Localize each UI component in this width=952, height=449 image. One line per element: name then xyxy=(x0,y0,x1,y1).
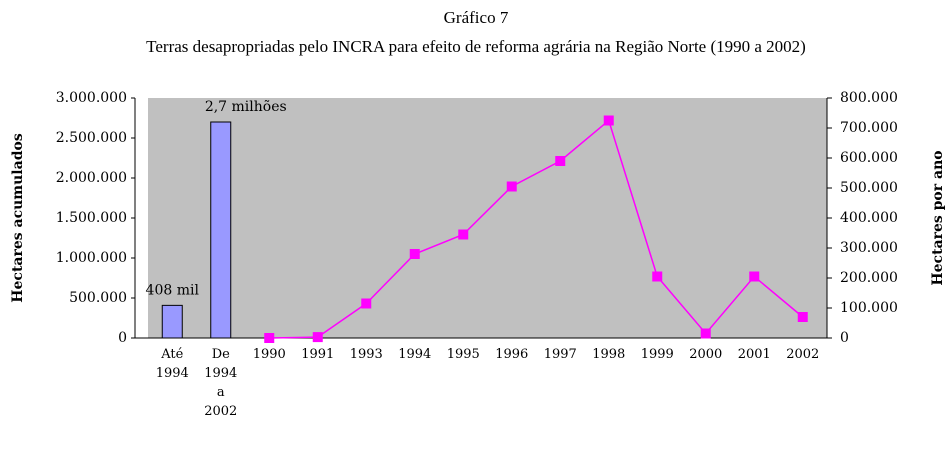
y-tick-label: 500.000 xyxy=(69,290,127,306)
marker xyxy=(749,271,760,282)
y2-tick-label: 0 xyxy=(840,330,849,346)
y2-tick-label: 600.000 xyxy=(840,150,898,166)
y2-tick-label: 100.000 xyxy=(840,300,898,316)
y2-axis-title: Hectares por ano xyxy=(930,150,946,285)
y-tick-label: 3.000.000 xyxy=(56,90,127,106)
x-tick-label: De 1994 a 2002 xyxy=(204,347,238,419)
y2-tick-label: 700.000 xyxy=(840,120,898,136)
bar xyxy=(161,304,183,339)
x-tick-label: 2001 xyxy=(737,347,771,362)
marker xyxy=(458,229,469,240)
marker xyxy=(700,328,711,339)
x-tick-label: 1996 xyxy=(495,347,529,362)
y2-tick-label: 300.000 xyxy=(840,240,898,256)
bar xyxy=(210,121,232,339)
y2-tick-label: 400.000 xyxy=(840,210,898,226)
data-label: 408 mil xyxy=(146,282,200,298)
x-tick-label: 1998 xyxy=(592,347,626,362)
plot-area xyxy=(148,98,827,338)
marker xyxy=(361,298,372,309)
y-tick-label: 2.000.000 xyxy=(56,170,127,186)
line xyxy=(269,119,804,339)
x-tick-label: 1991 xyxy=(301,347,335,362)
y-tick-label: 1.500.000 xyxy=(56,210,127,226)
y-axis-title: Hectares acumulados xyxy=(10,133,26,303)
x-tick-label: 1990 xyxy=(252,347,286,362)
x-tick-label: 1995 xyxy=(446,347,480,362)
y-tick-label: 2.500.000 xyxy=(56,130,127,146)
x-tick-label: Até 1994 xyxy=(155,347,189,381)
x-tick-label: 2000 xyxy=(689,347,723,362)
chart-subtitle: Terras desapropriadas pelo INCRA para ef… xyxy=(146,37,806,56)
marker xyxy=(652,271,663,282)
marker xyxy=(506,181,517,192)
x-tick-label: 1999 xyxy=(640,347,674,362)
marker xyxy=(797,312,808,322)
marker xyxy=(264,333,275,343)
y2-tick-label: 200.000 xyxy=(840,270,898,286)
y-tick-label: 0 xyxy=(118,330,127,346)
marker xyxy=(409,249,420,259)
marker xyxy=(603,115,614,126)
x-tick-label: 2002 xyxy=(786,347,820,362)
chart-title: Gráfico 7 xyxy=(444,8,509,27)
x-tick-label: 1993 xyxy=(349,347,383,362)
marker xyxy=(555,156,566,166)
y-tick-label: 1.000.000 xyxy=(56,250,127,266)
x-tick-label: 1994 xyxy=(398,347,432,362)
y2-tick-label: 500.000 xyxy=(840,180,898,196)
y2-tick-label: 800.000 xyxy=(840,90,898,106)
x-tick-label: 1997 xyxy=(543,347,577,362)
data-label: 2,7 milhões xyxy=(205,99,287,115)
marker xyxy=(312,332,323,343)
